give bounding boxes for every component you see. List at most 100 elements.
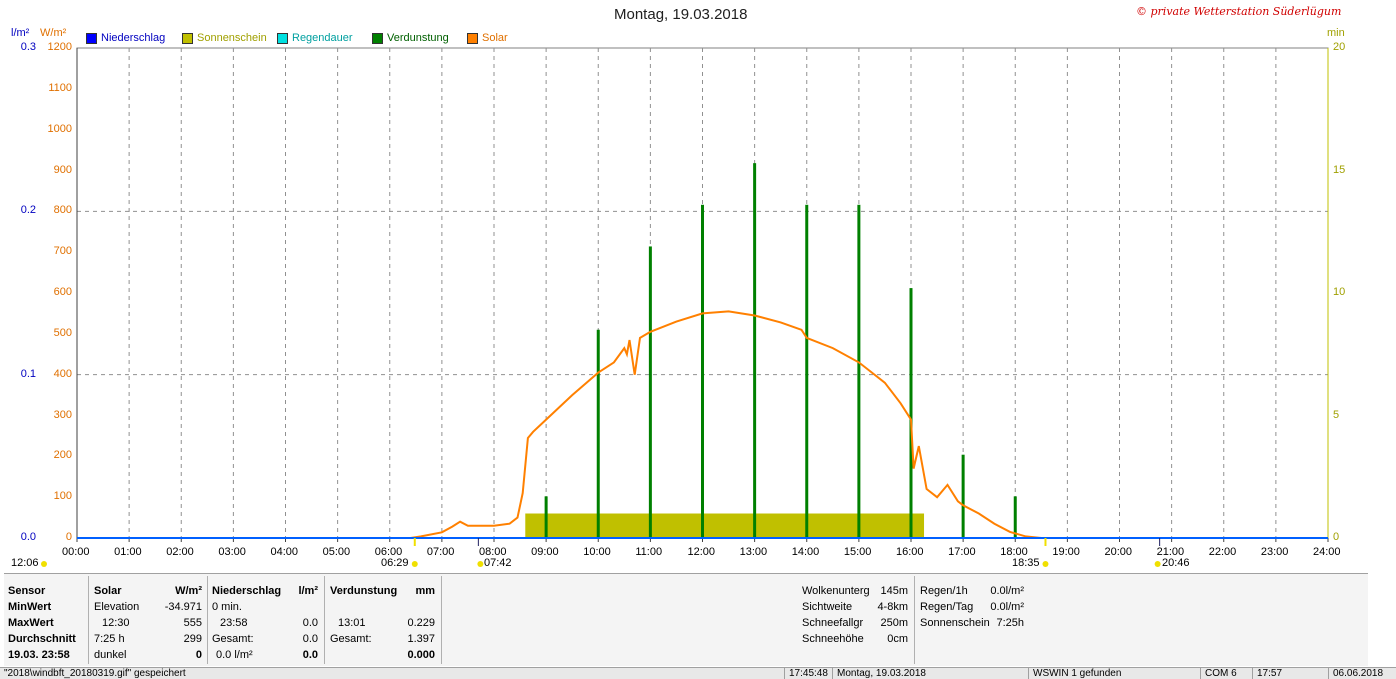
legend-label: Solar <box>482 32 508 44</box>
solar-tick-label: 1200 <box>47 41 72 53</box>
sunset-label: 18:35 <box>1012 557 1040 569</box>
evaporation-bar <box>909 288 913 538</box>
solar-value: 0 <box>195 649 202 661</box>
solar-unit: W/m² <box>175 585 202 597</box>
legend-item: Solar <box>467 32 508 44</box>
legend-label: Regendauer <box>292 32 353 44</box>
verdunstung-cell: 13:01 <box>338 617 366 629</box>
x-tick-label: 07:00 <box>426 546 455 558</box>
solar-tick-label: 500 <box>53 326 72 339</box>
moonrise-label: 20:46 <box>1162 557 1190 569</box>
solar-line <box>77 310 1328 539</box>
x-tick-label: 16:00 <box>896 546 924 558</box>
status-clock: 17:57 <box>1252 668 1307 679</box>
evaporation-bar <box>857 204 861 539</box>
evaporation-bar <box>961 454 965 538</box>
extra-value: 250m <box>880 617 908 629</box>
label-minwert: MinWert <box>8 601 52 613</box>
verdunstung-column: Verdunstung mm 13:01 0.229 Gesamt: 1.397 0.… <box>330 583 435 663</box>
x-tick-label: 12:00 <box>687 546 716 558</box>
extra-label: Sonnenschein <box>920 617 990 629</box>
solar-cell: 12:30 <box>102 617 130 629</box>
minutes-tick-label: 0 <box>1333 531 1340 543</box>
x-tick-label: 17:00 <box>948 546 976 558</box>
solar-value: 299 <box>183 633 202 645</box>
x-tick-label: 24:00 <box>1313 546 1341 558</box>
solar-cell: 7:25 h <box>94 633 125 645</box>
minutes-tick-label: 15 <box>1333 163 1346 176</box>
extra-label: Regen/Tag <box>920 601 974 613</box>
x-tick-label: 10:00 <box>583 546 611 558</box>
x-tick-label: 15:00 <box>843 546 872 558</box>
niederschlag-unit: l/m² <box>298 585 318 597</box>
x-tick-label: 13:00 <box>739 546 768 558</box>
solar-tick-label: 900 <box>53 163 72 176</box>
moon-left-marker <box>41 561 47 567</box>
solar-tick-label: 300 <box>53 408 72 421</box>
status-date: Montag, 19.03.2018 <box>832 668 1029 679</box>
evaporation-bar <box>701 204 704 539</box>
moonrise-marker <box>1154 561 1161 567</box>
copyright-label: © private Wetterstation Süderlügum <box>1136 5 1342 18</box>
solar-tick-label: 700 <box>53 245 72 258</box>
label-durchschnitt: Durchschnitt <box>8 633 76 645</box>
niederschlag-cell: Gesamt: <box>212 633 254 645</box>
niederschlag-header: Niederschlag <box>212 585 282 597</box>
moonset-marker <box>477 561 484 567</box>
sunrise-label: 06:29 <box>381 557 409 569</box>
extra-label: Wolkenunterg <box>802 585 870 597</box>
extra-value: 145m <box>880 585 908 597</box>
solar-value: 555 <box>183 617 202 629</box>
row-labels: Sensor MinWert MaxWert Durchschnitt 19.0… <box>8 583 76 663</box>
x-tick-label: 14:00 <box>791 546 820 558</box>
solar-tick-label: 400 <box>53 367 72 380</box>
minutes-tick-label: 10 <box>1333 286 1346 298</box>
solar-tick-label: 0 <box>65 531 72 543</box>
legend-label: Sonnenschein <box>197 32 267 44</box>
chart-area <box>41 47 1329 567</box>
evaporation-bar <box>805 204 809 539</box>
x-tick-label: 05:00 <box>322 546 351 558</box>
x-tick-label: 19:00 <box>1052 546 1080 558</box>
legend-item: Verdunstung <box>372 32 449 44</box>
evaporation-bar <box>544 496 548 538</box>
minutes-tick-label: 5 <box>1333 408 1340 421</box>
niederschlag-cell: 0.0 l/m² <box>216 649 253 661</box>
solar-column: Solar W/m² Elevation -34.971 12:30 555 7:25… <box>94 583 202 663</box>
sunrise-marker <box>411 561 418 567</box>
status-today: 06.06.2018 <box>1328 668 1396 679</box>
moon-left-label: 12:06 <box>11 557 39 569</box>
extra-label: Schneehöhe <box>802 633 864 645</box>
legend-swatch <box>277 32 288 44</box>
status-device: WSWIN 1 gefunden <box>1028 668 1201 679</box>
verdunstung-cell: Gesamt: <box>330 633 372 645</box>
evaporation-bar <box>648 246 652 538</box>
niederschlag-cell: 0 min. <box>212 601 242 613</box>
x-tick-label: 18:00 <box>1000 546 1028 558</box>
label-timestamp: 19.03. 23:58 <box>8 649 70 661</box>
verdunstung-value: 0.000 <box>407 649 435 661</box>
solar-tick-label: 200 <box>53 449 72 462</box>
evaporation-bar <box>596 329 600 538</box>
solar-cell: dunkel <box>94 649 127 661</box>
evaporation-bar <box>753 163 757 538</box>
extra-column-1: Wolkenunterg 145m Sichtweite 4-8km Schneef… <box>802 583 908 647</box>
legend-label: Niederschlag <box>101 32 166 44</box>
legend-label: Verdunstung <box>387 32 449 44</box>
status-file: "2018\windbft_20180319.gif" gespeichert <box>4 668 186 679</box>
verdunstung-value: 1.397 <box>407 633 435 645</box>
legend-swatch <box>182 32 193 44</box>
label-maxwert: MaxWert <box>8 617 54 629</box>
rain-tick-label: 0.2 <box>20 204 36 217</box>
solar-tick-label: 800 <box>53 204 72 217</box>
extra-label: Sichtweite <box>802 601 853 613</box>
x-tick-label: 01:00 <box>114 546 142 558</box>
legend-item: Sonnenschein <box>182 32 267 44</box>
extra-label: Regen/1h <box>920 585 968 597</box>
x-tick-label: 08:00 <box>479 546 507 558</box>
minutes-tick-label: 20 <box>1333 41 1346 53</box>
x-tick-label: 11:00 <box>635 546 663 558</box>
x-tick-label: 06:00 <box>374 546 403 558</box>
x-tick-label: 22:00 <box>1208 546 1237 558</box>
solar-cell: Elevation <box>94 601 140 613</box>
